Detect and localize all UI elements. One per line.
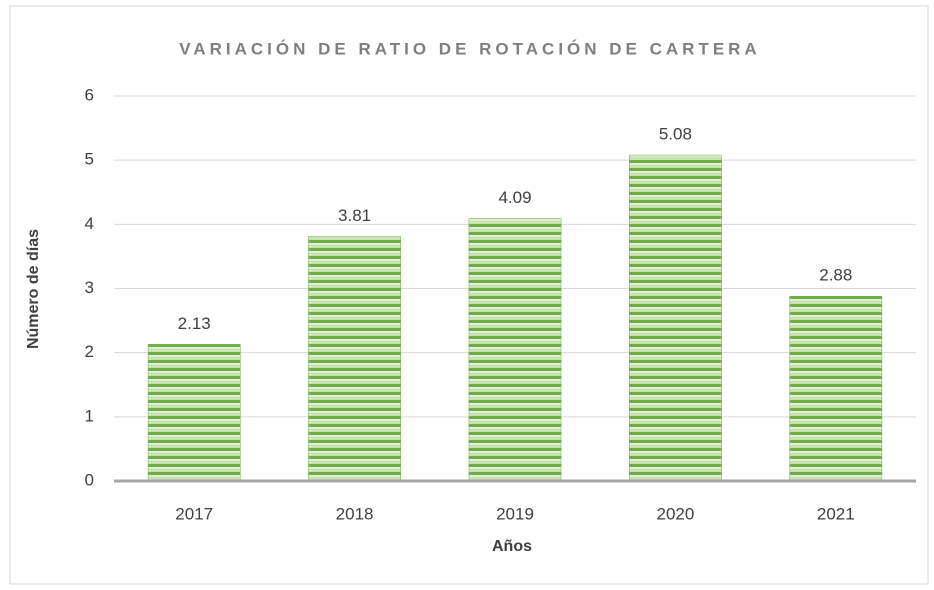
x-tick-label: 2017: [175, 504, 213, 523]
y-tick-label: 3: [85, 278, 94, 297]
data-label: 4.09: [498, 188, 531, 207]
x-tick-label: 2019: [496, 504, 534, 523]
data-label: 2.88: [819, 266, 852, 285]
x-tick-label: 2020: [656, 504, 694, 523]
bar: [308, 236, 401, 482]
bar: [629, 154, 722, 482]
data-label: 5.08: [659, 125, 692, 144]
y-tick-label: 0: [85, 470, 94, 489]
y-tick-label: 4: [85, 214, 94, 233]
y-tick-label: 5: [85, 150, 94, 169]
bar: [468, 218, 562, 482]
data-label: 2.13: [178, 314, 211, 333]
x-tick-label: 2018: [336, 504, 374, 523]
bar: [147, 344, 241, 482]
y-tick-label: 6: [85, 85, 94, 104]
y-axis-title: Número de días: [25, 229, 42, 349]
chart-title: VARIACIÓN DE RATIO DE ROTACIÓN DE CARTER…: [179, 39, 760, 58]
y-tick-label: 1: [85, 406, 94, 425]
x-axis-title: Años: [492, 538, 532, 555]
x-tick-label: 2021: [817, 504, 855, 523]
bar: [789, 295, 883, 482]
y-tick-label: 2: [85, 342, 94, 361]
data-label: 3.81: [338, 206, 371, 225]
chart-frame: [9, 5, 929, 585]
